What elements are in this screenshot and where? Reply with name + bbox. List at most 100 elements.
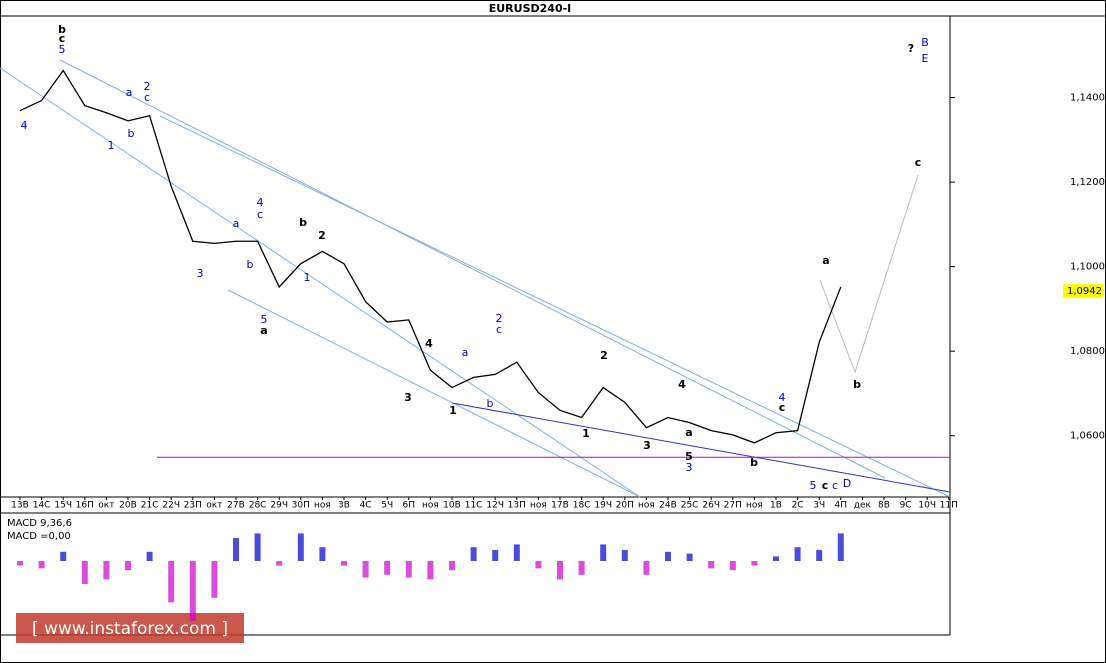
- macd-bar: [578, 561, 585, 575]
- x-tick-label: окт: [206, 501, 222, 511]
- x-tick-label: 11С: [465, 501, 483, 511]
- x-tick-label: 29Ч: [270, 501, 288, 511]
- macd-title: MACD 9,36,6: [7, 518, 72, 529]
- wave-label: c: [915, 156, 922, 169]
- x-tick-label: 3В: [338, 501, 350, 511]
- macd-bar: [17, 561, 23, 566]
- wave-label: D: [843, 477, 851, 490]
- x-tick-label: 30П: [292, 501, 310, 511]
- macd-bar: [189, 561, 196, 621]
- x-tick-label: 6П: [403, 501, 416, 511]
- x-tick-label: 23П: [184, 501, 202, 511]
- x-tick-label: 21С: [141, 501, 159, 511]
- macd-bar: [513, 544, 520, 561]
- macd-bar: [773, 556, 779, 561]
- wave-label: b: [750, 456, 758, 469]
- wave-label: a: [685, 426, 692, 439]
- wave-label: b: [247, 258, 254, 271]
- wave-label: c: [779, 401, 786, 414]
- y-tick-label: 1,0600: [1070, 431, 1105, 442]
- wave-label: 2: [600, 349, 608, 362]
- macd-bar: [319, 547, 326, 561]
- macd-bar: [837, 533, 844, 561]
- x-tick-label: 15Ч: [54, 501, 72, 511]
- macd-bar: [81, 561, 88, 584]
- macd-bar: [816, 549, 823, 561]
- macd-bar: [60, 551, 67, 561]
- wave-label: 5: [59, 43, 66, 56]
- wave-label: 1: [582, 427, 590, 440]
- macd-bar: [686, 553, 693, 561]
- x-tick-label: 22Ч: [162, 501, 180, 511]
- wave-label: a: [233, 217, 240, 230]
- channel: [0, 59, 951, 498]
- macd-bar: [535, 561, 542, 569]
- wave-label: 3: [643, 439, 651, 452]
- wave-label: c: [144, 91, 150, 104]
- wave-label: b: [299, 216, 307, 229]
- watermark: [ www.instaforex.com ]: [32, 619, 228, 639]
- y-tick-label: 1,0800: [1070, 346, 1105, 357]
- wave-label: 4: [257, 196, 264, 209]
- wave-label: c: [59, 32, 66, 45]
- wave-label: 5: [810, 479, 817, 492]
- macd-bar: [297, 533, 304, 561]
- macd-bar: [38, 561, 45, 569]
- x-tick-label: 1В: [770, 501, 782, 511]
- wave-label: a: [462, 346, 469, 359]
- macd-bar: [103, 561, 110, 580]
- wave-label: 1: [449, 404, 457, 417]
- x-tick-label: 18С: [573, 501, 591, 511]
- wave-label: 4: [425, 337, 433, 350]
- wave-label: c: [257, 208, 263, 221]
- x-tick-label: 20П: [616, 501, 634, 511]
- macd-bar: [600, 544, 607, 561]
- wave-label: b: [58, 23, 66, 36]
- macd-bar: [384, 561, 391, 575]
- price-tag-label: 1,0942: [1067, 286, 1102, 297]
- x-tick-label: 16П: [76, 501, 94, 511]
- x-tick-label: 17В: [551, 501, 569, 511]
- wave-label: 2: [496, 312, 503, 325]
- wave-label: 3: [404, 391, 412, 404]
- macd-bar: [125, 561, 131, 571]
- x-tick-label: 5Ч: [381, 501, 393, 511]
- wave-label: c: [832, 479, 838, 492]
- wave-label: 4: [21, 119, 28, 132]
- macd-bar: [405, 561, 412, 578]
- y-tick-label: 1,1000: [1070, 262, 1105, 273]
- x-tick-label: 9С: [900, 501, 912, 511]
- x-tick-label: дек: [854, 501, 872, 511]
- wave-label: 4: [678, 378, 686, 391]
- wave-label: b: [853, 378, 861, 391]
- x-tick-label: ноя: [638, 501, 655, 511]
- wave-label: 2: [144, 80, 151, 93]
- wave-label: 3: [686, 461, 693, 474]
- macd-bar: [146, 551, 153, 561]
- macd-bar: [729, 561, 736, 571]
- x-tick-label: ноя: [530, 501, 547, 511]
- x-tick-label: 28С: [249, 501, 267, 511]
- macd-bar: [276, 561, 283, 566]
- macd-bar: [341, 561, 347, 566]
- wave-label: 4: [779, 391, 786, 404]
- x-tick-label: окт: [98, 501, 114, 511]
- x-tick-label: 20В: [119, 501, 137, 511]
- macd-bar: [621, 549, 628, 561]
- macd-bar: [427, 561, 434, 580]
- chart-title: EURUSD240-I: [489, 2, 572, 15]
- x-tick-label: ноя: [746, 501, 763, 511]
- macd-bar: [362, 561, 369, 578]
- macd-bar: [254, 533, 261, 561]
- macd-bar: [557, 561, 563, 580]
- x-tick-label: 2С: [792, 501, 804, 511]
- wave-label: E: [922, 52, 929, 65]
- x-tick-label: 26Ч: [702, 501, 720, 511]
- x-tick-label: ноя: [422, 501, 439, 511]
- wave-label: a: [260, 324, 267, 337]
- wave-label: 1: [108, 139, 115, 152]
- x-tick-label: 19Ч: [594, 501, 612, 511]
- macd-bar: [643, 561, 650, 575]
